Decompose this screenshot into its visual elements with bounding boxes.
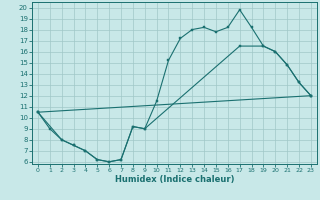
X-axis label: Humidex (Indice chaleur): Humidex (Indice chaleur) [115,175,234,184]
